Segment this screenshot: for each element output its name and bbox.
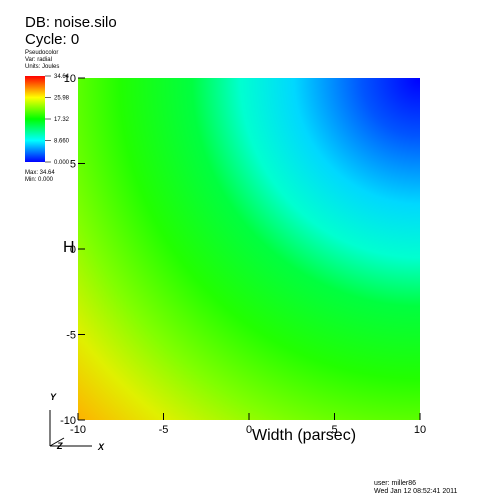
x-tick-label: -5 (159, 424, 169, 436)
cycle-label: Cycle: 0 (25, 31, 80, 48)
legend-max: Max: 34.64 (25, 170, 55, 176)
y-tick-label: -10 (60, 415, 76, 427)
y-axis-title: H (63, 239, 75, 256)
footer-user: user: miller86 (374, 480, 417, 487)
colorbar-tick-label: 8.660 (54, 139, 70, 145)
colorbar-ticks: 34.64 25.98 17.32 8.660 0.000 (45, 74, 70, 166)
triad-y-label: Y (50, 392, 57, 402)
x-tick-label: 0 (246, 424, 252, 436)
y-tick-label: 5 (70, 159, 76, 171)
legend-min: Min: 0.000 (25, 177, 54, 183)
triad-z-label: Z (56, 441, 63, 451)
colorbar-tick-label: 0.000 (54, 160, 70, 166)
x-axis-title: Width (parsec) (252, 427, 356, 444)
y-tick-label: 0 (70, 244, 76, 256)
pseudocolor-field (78, 78, 420, 420)
triad-z-axis (49, 437, 65, 447)
y-tick-label: -5 (66, 330, 76, 342)
colorbar-tick-label: 34.64 (54, 74, 70, 80)
y-tick-label: 10 (64, 73, 76, 85)
footer-date: Wed Jan 12 08:52:41 2011 (374, 488, 458, 495)
axis-triad: Y X Z (49, 392, 105, 452)
legend-plot-type: Pseudocolor (25, 50, 59, 56)
colorbar (25, 76, 45, 162)
x-tick-label: -10 (70, 424, 86, 436)
legend-variable: Var: radial (25, 57, 52, 63)
legend-units: Units: Joules (25, 64, 60, 70)
triad-x-label: X (97, 442, 105, 452)
x-tick-label: 10 (414, 424, 426, 436)
x-tick-label: 5 (331, 424, 337, 436)
colorbar-tick-label: 17.32 (54, 117, 70, 123)
database-title: DB: noise.silo (25, 14, 117, 31)
axis-ticks: -10 -5 0 5 10 -10 -5 0 5 10 Width (parsec) H (60, 73, 426, 444)
colorbar-tick-label: 25.98 (54, 96, 70, 102)
